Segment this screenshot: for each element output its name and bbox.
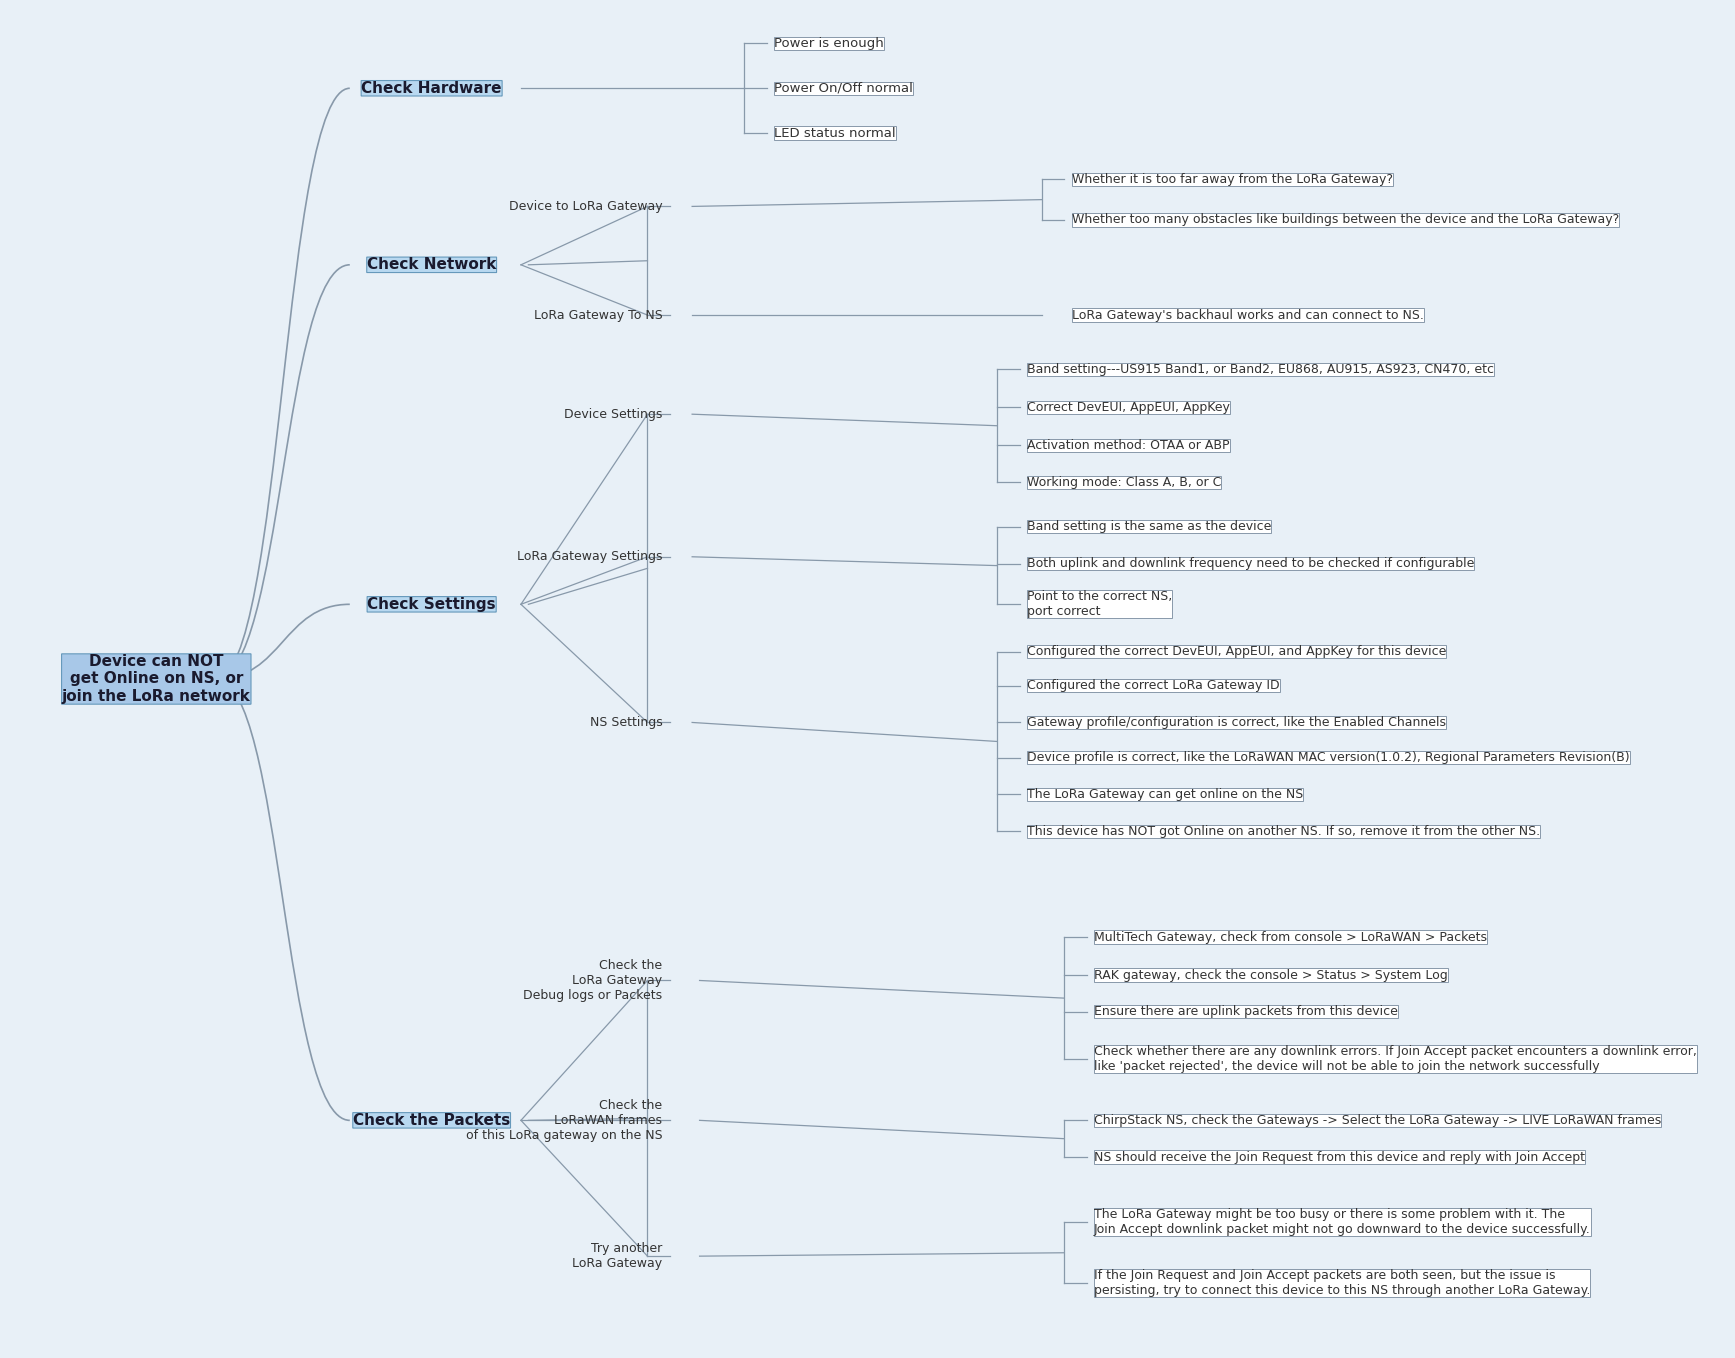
Text: LoRa Gateway Settings: LoRa Gateway Settings [517,550,663,564]
Text: ChirpStack NS, check the Gateways -> Select the LoRa Gateway -> LIVE LoRaWAN fra: ChirpStack NS, check the Gateways -> Sel… [1095,1114,1660,1127]
Text: Device profile is correct, like the LoRaWAN MAC version(1.0.2), Regional Paramet: Device profile is correct, like the LoRa… [1027,751,1629,765]
Text: This device has NOT got Online on another NS. If so, remove it from the other NS: This device has NOT got Online on anothe… [1027,824,1541,838]
Text: Working mode: Class A, B, or C: Working mode: Class A, B, or C [1027,475,1221,489]
Text: Point to the correct NS,
port correct: Point to the correct NS, port correct [1027,591,1173,618]
Text: Ensure there are uplink packets from this device: Ensure there are uplink packets from thi… [1095,1005,1398,1018]
Text: Activation method: OTAA or ABP: Activation method: OTAA or ABP [1027,439,1230,452]
Text: Correct DevEUI, AppEUI, AppKey: Correct DevEUI, AppEUI, AppKey [1027,401,1230,414]
Text: The LoRa Gateway might be too busy or there is some problem with it. The
Join Ac: The LoRa Gateway might be too busy or th… [1095,1209,1591,1236]
Text: LoRa Gateway To NS: LoRa Gateway To NS [534,308,663,322]
Text: LED status normal: LED status normal [774,126,895,140]
Text: RAK gateway, check the console > Status > System Log: RAK gateway, check the console > Status … [1095,968,1447,982]
Text: Configured the correct DevEUI, AppEUI, and AppKey for this device: Configured the correct DevEUI, AppEUI, a… [1027,645,1447,659]
Text: Device to LoRa Gateway: Device to LoRa Gateway [508,200,663,213]
Text: Try another
LoRa Gateway: Try another LoRa Gateway [573,1243,663,1270]
Text: Check Network: Check Network [368,257,496,273]
Text: Both uplink and downlink frequency need to be checked if configurable: Both uplink and downlink frequency need … [1027,557,1475,570]
Text: Check the Packets: Check the Packets [352,1112,510,1128]
Text: Power is enough: Power is enough [774,37,883,50]
Text: Check whether there are any downlink errors. If Join Accept packet encounters a : Check whether there are any downlink err… [1095,1046,1697,1073]
Text: Device Settings: Device Settings [564,407,663,421]
Text: Whether too many obstacles like buildings between the device and the LoRa Gatewa: Whether too many obstacles like building… [1072,213,1619,227]
Text: Check Hardware: Check Hardware [361,80,501,96]
Text: Power On/Off normal: Power On/Off normal [774,81,913,95]
Text: Check the
LoRaWAN frames
of this LoRa gateway on the NS: Check the LoRaWAN frames of this LoRa ga… [465,1099,663,1142]
Text: The LoRa Gateway can get online on the NS: The LoRa Gateway can get online on the N… [1027,788,1303,801]
Text: NS Settings: NS Settings [590,716,663,729]
Text: If the Join Request and Join Accept packets are both seen, but the issue is
pers: If the Join Request and Join Accept pack… [1095,1270,1591,1297]
Text: Band setting---US915 Band1, or Band2, EU868, AU915, AS923, CN470, etc: Band setting---US915 Band1, or Band2, EU… [1027,363,1494,376]
Text: Check the
LoRa Gateway
Debug logs or Packets: Check the LoRa Gateway Debug logs or Pac… [524,959,663,1002]
Text: Whether it is too far away from the LoRa Gateway?: Whether it is too far away from the LoRa… [1072,172,1393,186]
Text: Band setting is the same as the device: Band setting is the same as the device [1027,520,1272,534]
Text: MultiTech Gateway, check from console > LoRaWAN > Packets: MultiTech Gateway, check from console > … [1095,930,1487,944]
Text: Configured the correct LoRa Gateway ID: Configured the correct LoRa Gateway ID [1027,679,1280,693]
Text: NS should receive the Join Request from this device and reply with Join Accept: NS should receive the Join Request from … [1095,1150,1586,1164]
Text: Device can NOT
get Online on NS, or
join the LoRa network: Device can NOT get Online on NS, or join… [62,655,252,703]
Text: Gateway profile/configuration is correct, like the Enabled Channels: Gateway profile/configuration is correct… [1027,716,1445,729]
Text: Check Settings: Check Settings [368,596,496,612]
Text: LoRa Gateway's backhaul works and can connect to NS.: LoRa Gateway's backhaul works and can co… [1072,308,1423,322]
